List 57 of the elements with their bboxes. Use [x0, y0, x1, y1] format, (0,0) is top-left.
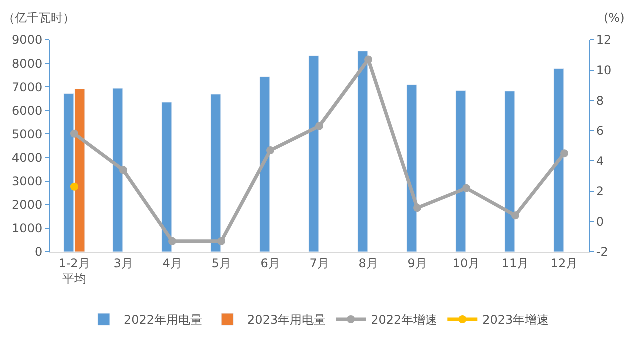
point — [512, 212, 520, 220]
y2-tick-label: -2 — [596, 245, 608, 260]
legend-label: 2023年用电量 — [248, 313, 326, 328]
y-tick-label: 4000 — [12, 150, 43, 165]
x-tick-label: 12月 — [550, 256, 578, 270]
bar — [406, 84, 418, 252]
y-tick-label: 2000 — [12, 198, 43, 212]
legend-label: 2022年用电量 — [124, 313, 203, 328]
bar — [504, 91, 516, 252]
legend-label: 2023年增速 — [482, 313, 550, 328]
point — [266, 146, 274, 155]
y2-tick-label: 10 — [596, 63, 612, 78]
bar — [554, 68, 564, 252]
y-tick-label: 5000 — [12, 127, 43, 142]
bar — [210, 94, 222, 252]
x-tick-label: 4月 — [162, 256, 182, 270]
x-tick-label: 7月 — [310, 256, 330, 270]
point — [168, 237, 176, 246]
x-tick-label: 1-2月平均 — [58, 256, 90, 286]
point — [120, 166, 128, 174]
y2-tick-label: 0 — [596, 214, 604, 229]
x-tick-label: 8月 — [358, 256, 378, 270]
bar — [162, 102, 172, 252]
y-tick-label: 9000 — [12, 33, 43, 48]
x-tick-label: 5月 — [212, 256, 232, 270]
bar — [456, 90, 466, 252]
y2-axis-title: (%) — [604, 11, 625, 25]
x-tick-label: 9月 — [408, 256, 428, 270]
point — [218, 237, 226, 246]
point — [560, 150, 568, 158]
y-tick-label: 1000 — [12, 222, 43, 236]
x-tick-label: 6月 — [260, 256, 280, 270]
bar — [260, 76, 270, 252]
y2-tick-label: 4 — [596, 154, 604, 168]
point — [70, 182, 78, 191]
point — [316, 122, 324, 130]
y2-tick-label: 12 — [596, 33, 612, 48]
point — [70, 130, 78, 138]
y-tick-label: 6000 — [12, 104, 43, 118]
y2-tick-label: 8 — [596, 94, 604, 108]
bar — [308, 56, 320, 252]
point — [414, 204, 422, 212]
y-tick-label: 0 — [34, 245, 43, 260]
bar — [112, 88, 124, 252]
y-axis-title: （亿千瓦时） — [3, 11, 75, 25]
y2-tick-label: 2 — [596, 184, 604, 199]
y2-tick-label: 6 — [596, 124, 604, 138]
point — [462, 184, 470, 192]
x-tick-label: 3月 — [114, 256, 134, 270]
y-tick-label: 7000 — [12, 80, 43, 94]
x-tick-label: 11月 — [502, 256, 530, 270]
point — [364, 56, 372, 64]
x-tick-label: 10月 — [452, 256, 480, 270]
y-tick-label: 3000 — [12, 174, 43, 189]
bar — [358, 51, 368, 252]
legend-label: 2022年增速 — [371, 313, 438, 328]
y-tick-label: 8000 — [12, 56, 43, 71]
